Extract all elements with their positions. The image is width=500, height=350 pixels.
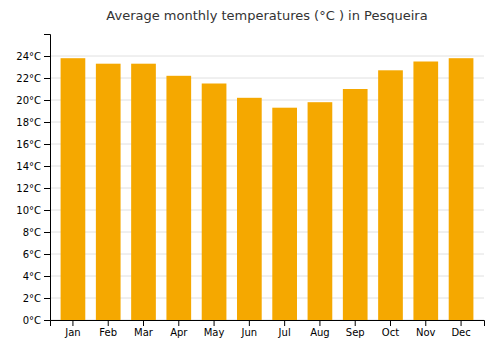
y-tick-mark bbox=[44, 166, 50, 167]
x-tick: May bbox=[204, 320, 225, 338]
x-tick-mark bbox=[461, 320, 462, 326]
bar bbox=[272, 108, 297, 320]
x-tick-label: Mar bbox=[134, 327, 154, 338]
bar bbox=[343, 89, 368, 320]
x-tick: Mar bbox=[134, 320, 154, 338]
x-tick-label: Apr bbox=[170, 327, 188, 338]
y-tick-mark bbox=[44, 144, 50, 145]
x-tick-mark bbox=[72, 320, 73, 326]
y-tick-label: 4°C bbox=[23, 271, 41, 282]
y-tick: 2°C bbox=[23, 293, 50, 304]
x-tick-label: Dec bbox=[451, 327, 470, 338]
grid bbox=[50, 56, 484, 320]
y-tick-label: 22°C bbox=[16, 73, 41, 84]
x-tick-mark bbox=[284, 320, 285, 326]
y-tick-label: 6°C bbox=[23, 249, 41, 260]
x-tick: Aug bbox=[310, 320, 330, 338]
x-tick-mark bbox=[249, 320, 250, 326]
x-tick-mark bbox=[390, 320, 391, 326]
y-tick-mark bbox=[44, 56, 50, 57]
x-axis: Jan Feb Mar Apr May Jun Jul Aug Sep Oct Nov Dec bbox=[51, 320, 485, 338]
x-tick-mark bbox=[319, 320, 320, 326]
y-tick-mark bbox=[44, 188, 50, 189]
y-tick-mark bbox=[44, 100, 50, 101]
y-tick: 4°C bbox=[23, 271, 50, 282]
x-tick-label: Feb bbox=[99, 327, 117, 338]
y-tick-mark bbox=[44, 298, 50, 299]
chart-container: 0°C 2°C 4°C 6°C 8°C 10°C 12°C 14°C 16°C 18°C 20°C 2… bbox=[0, 0, 500, 350]
y-tick-mark bbox=[44, 78, 50, 79]
x-tick-mark bbox=[355, 320, 356, 326]
y-tick: 16°C bbox=[16, 139, 50, 150]
y-tick: 20°C bbox=[16, 95, 50, 106]
y-tick-mark bbox=[44, 232, 50, 233]
x-tick-label: Jul bbox=[278, 327, 291, 338]
x-tick-label: Aug bbox=[310, 327, 330, 338]
y-tick-mark bbox=[44, 122, 50, 123]
x-tick-label: May bbox=[204, 327, 225, 338]
chart-svg: 0°C 2°C 4°C 6°C 8°C 10°C 12°C 14°C 16°C 18°C 20°C 2… bbox=[0, 0, 500, 350]
bar bbox=[308, 102, 333, 320]
y-tick: 22°C bbox=[16, 73, 50, 84]
y-tick-label: 8°C bbox=[23, 227, 41, 238]
x-tick-mark bbox=[143, 320, 144, 326]
y-tick: 10°C bbox=[16, 205, 50, 216]
x-tick-label: Jan bbox=[64, 327, 80, 338]
bar bbox=[413, 62, 438, 321]
x-tick-label: Sep bbox=[346, 327, 365, 338]
y-axis: 0°C 2°C 4°C 6°C 8°C 10°C 12°C 14°C 16°C 18°C 20°C 2… bbox=[16, 35, 50, 326]
x-axis-line bbox=[51, 321, 485, 327]
y-tick-label: 10°C bbox=[16, 205, 41, 216]
y-tick-label: 2°C bbox=[23, 293, 41, 304]
y-tick: 12°C bbox=[16, 183, 50, 194]
y-tick-label: 18°C bbox=[16, 117, 41, 128]
y-tick-mark bbox=[44, 210, 50, 211]
x-tick: Jan bbox=[64, 320, 80, 338]
grid-line bbox=[50, 56, 484, 57]
x-tick: Nov bbox=[416, 320, 436, 338]
bar bbox=[378, 70, 403, 320]
x-tick-mark bbox=[108, 320, 109, 326]
y-tick-label: 16°C bbox=[16, 139, 41, 150]
x-tick-label: Jun bbox=[241, 327, 258, 338]
bar bbox=[237, 98, 262, 320]
y-tick: 6°C bbox=[23, 249, 50, 260]
x-tick: Oct bbox=[382, 320, 399, 338]
y-tick: 14°C bbox=[16, 161, 50, 172]
bar bbox=[96, 64, 121, 320]
bar bbox=[166, 76, 191, 320]
bar bbox=[61, 58, 86, 320]
y-tick-label: 0°C bbox=[23, 315, 41, 326]
x-tick: Feb bbox=[99, 320, 117, 338]
x-tick-label: Oct bbox=[382, 327, 399, 338]
y-axis-line bbox=[44, 35, 51, 321]
y-tick-label: 20°C bbox=[16, 95, 41, 106]
x-tick: Jul bbox=[278, 320, 291, 338]
x-tick: Sep bbox=[346, 320, 365, 338]
chart-title: Average monthly temperatures (°C ) in Pe… bbox=[106, 8, 427, 23]
x-tick-label: Nov bbox=[416, 327, 436, 338]
y-tick-label: 14°C bbox=[16, 161, 41, 172]
y-tick-mark bbox=[44, 276, 50, 277]
y-tick: 8°C bbox=[23, 227, 50, 238]
bar bbox=[131, 64, 156, 320]
x-tick: Apr bbox=[170, 320, 188, 338]
y-tick: 18°C bbox=[16, 117, 50, 128]
y-tick-label: 24°C bbox=[16, 51, 41, 62]
y-tick: 24°C bbox=[16, 51, 50, 62]
bar bbox=[449, 58, 474, 320]
x-tick-mark bbox=[425, 320, 426, 326]
y-tick-mark bbox=[44, 254, 50, 255]
y-tick-mark bbox=[44, 320, 50, 321]
x-tick-mark bbox=[178, 320, 179, 326]
y-tick-label: 12°C bbox=[16, 183, 41, 194]
bars bbox=[61, 58, 474, 320]
x-tick: Jun bbox=[241, 320, 258, 338]
x-tick: Dec bbox=[451, 320, 470, 338]
bar bbox=[202, 84, 227, 321]
y-tick: 0°C bbox=[23, 315, 50, 326]
x-tick-mark bbox=[214, 320, 215, 326]
